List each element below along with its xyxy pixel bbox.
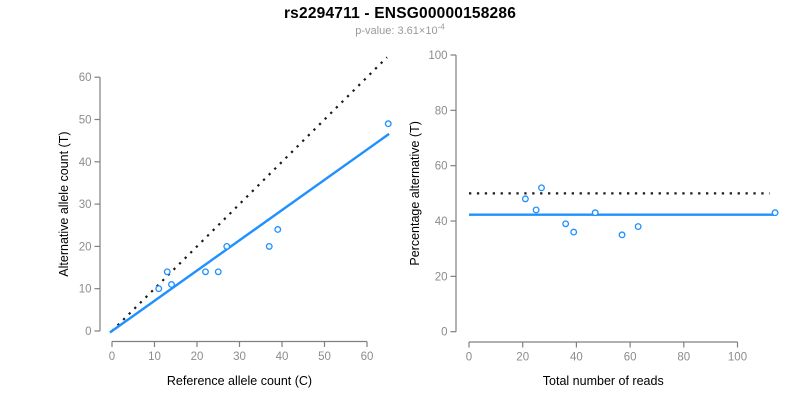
data-point <box>163 268 171 276</box>
figure-subtitle: p-value: 3.61×10-4 <box>0 22 800 37</box>
y-tick-label: 0 <box>441 327 447 339</box>
y-tick-label: 20 <box>435 271 448 283</box>
data-point <box>562 220 570 228</box>
x-tick-label: 30 <box>233 351 246 363</box>
data-point <box>634 223 642 231</box>
y-tick-label: 40 <box>79 157 92 169</box>
y-tick-label: 10 <box>79 284 92 296</box>
y-tick-label: 30 <box>79 199 92 211</box>
x-tick-label: 0 <box>466 352 472 364</box>
data-point <box>202 268 209 276</box>
x-tick-label: 60 <box>361 351 374 363</box>
data-points <box>155 120 392 293</box>
pvalue-mantissa: 3.61 <box>397 25 419 37</box>
figure-title: rs2294711 - ENSG00000158286 <box>283 5 517 22</box>
y-tick-label: 80 <box>435 105 448 117</box>
identity-line <box>111 56 388 332</box>
x-axis-title: Reference allele count (C) <box>167 374 312 388</box>
data-points <box>521 184 779 239</box>
data-point <box>155 285 163 293</box>
data-point <box>591 209 599 217</box>
y-tick-label: 40 <box>435 216 448 228</box>
x-tick-label: 0 <box>109 351 115 363</box>
x-axis-title: Total number of reads <box>543 374 664 388</box>
percentage-panel: 0 20 40 60 80 100 0 20 40 60 80 100 Total number of … <box>408 50 779 388</box>
x-axis: 0 20 40 60 80 100 <box>466 341 747 364</box>
y-axis: 0 10 20 30 40 50 60 <box>79 72 101 338</box>
data-point <box>265 242 273 250</box>
y-tick-label: 0 <box>85 326 91 338</box>
y-tick-label: 50 <box>79 115 92 127</box>
x-tick-label: 40 <box>570 352 583 364</box>
x-tick-label: 50 <box>318 351 331 363</box>
allele-counts-panel: 0 10 20 30 40 50 60 0 10 20 30 40 50 60 Reference alle… <box>57 56 392 388</box>
pvalue-exponent: -4 <box>437 22 445 32</box>
y-tick-label: 60 <box>435 161 448 173</box>
y-tick-label: 20 <box>79 241 92 253</box>
data-point <box>570 228 578 236</box>
data-point <box>771 209 779 217</box>
y-axis: 0 20 40 60 80 100 <box>428 50 457 339</box>
x-tick-label: 80 <box>677 352 690 364</box>
data-point <box>214 268 222 276</box>
x-tick-label: 40 <box>276 351 289 363</box>
y-tick-label: 100 <box>428 50 447 62</box>
data-point <box>223 242 231 250</box>
data-point <box>618 231 626 239</box>
x-tick-label: 20 <box>191 351 204 363</box>
fit-line <box>109 132 390 334</box>
pvalue-times-ten: ×10 <box>418 25 438 37</box>
y-axis-title: Percentage alternative (T) <box>408 121 422 266</box>
data-point <box>538 184 545 192</box>
y-axis-title: Alternative allele count (T) <box>57 131 71 276</box>
x-tick-label: 20 <box>516 352 529 364</box>
data-point <box>384 120 392 128</box>
data-point <box>532 206 540 214</box>
y-tick-label: 60 <box>79 72 92 84</box>
data-point <box>168 281 175 288</box>
data-point <box>521 195 529 203</box>
x-axis: 0 10 20 30 40 50 60 <box>109 340 374 363</box>
data-point <box>274 226 282 233</box>
x-tick-label: 100 <box>728 352 747 364</box>
pvalue-prefix: p-value: <box>355 25 398 37</box>
x-tick-label: 10 <box>148 351 161 363</box>
x-tick-label: 60 <box>624 352 637 364</box>
